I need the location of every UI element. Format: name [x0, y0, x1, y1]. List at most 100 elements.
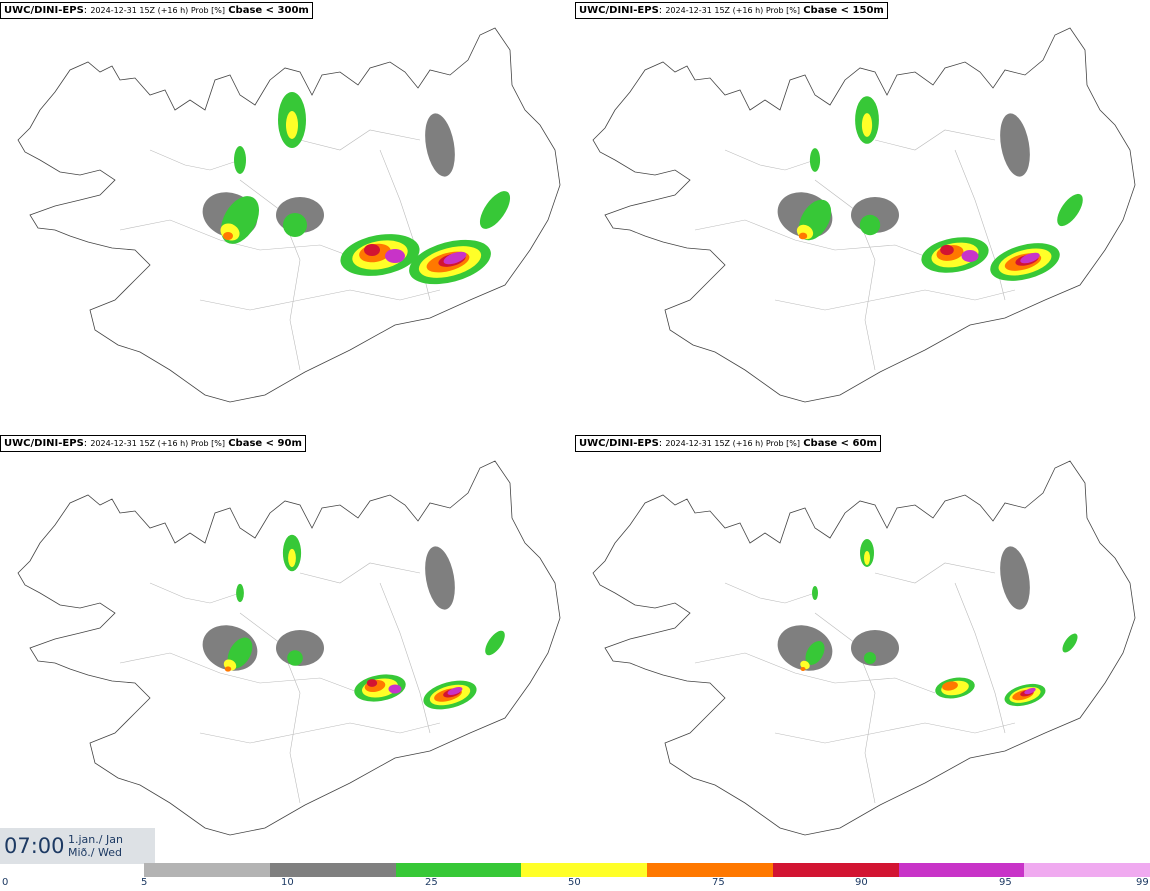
probability-blob	[366, 679, 378, 687]
probability-fields-2	[777, 96, 1083, 281]
scale-tick-10: 10	[281, 877, 294, 888]
probability-blob	[443, 251, 467, 265]
region-boundary	[299, 129, 421, 151]
scale-tick-90: 90	[855, 877, 868, 888]
probability-blob	[861, 113, 873, 137]
region-boundary	[694, 219, 936, 261]
iceland-map-3	[17, 460, 561, 836]
region-boundary	[199, 289, 441, 311]
map-panel-3: UWC/DINI-EPS: 2024-12-31 15Z (+16 h) Pro…	[0, 433, 575, 865]
region-boundary	[724, 149, 816, 171]
model-name: UWC/DINI-EPS	[4, 438, 84, 449]
probability-blob	[940, 244, 954, 256]
probability-blob	[223, 232, 233, 240]
region-boundary	[954, 149, 1006, 301]
run-info: 2024-12-31 15Z (+16 h) Prob [%]	[90, 6, 226, 15]
probability-blob	[385, 249, 405, 263]
probability-blob	[288, 548, 296, 568]
region-boundary	[814, 612, 876, 804]
probability-blob	[479, 191, 511, 229]
probability-blob	[1020, 252, 1040, 264]
region-boundary	[694, 652, 936, 694]
probability-blob	[859, 214, 881, 236]
region-boundary	[119, 652, 361, 694]
iceland-map-2	[592, 27, 1136, 403]
probability-blob	[227, 637, 253, 669]
probability-blob	[812, 586, 818, 600]
probability-blob	[364, 244, 380, 256]
region-boundary	[149, 149, 241, 171]
probability-blob	[1000, 113, 1030, 177]
scale-segment-8	[1024, 863, 1150, 877]
probability-blob	[425, 113, 455, 177]
variable-label: Cbase < 60m	[803, 438, 877, 449]
panel-title-2: UWC/DINI-EPS: 2024-12-31 15Z (+16 h) Pro…	[575, 2, 888, 19]
region-boundary	[954, 582, 1006, 734]
region-boundary	[724, 582, 816, 604]
panel-title-3: UWC/DINI-EPS: 2024-12-31 15Z (+16 h) Pro…	[0, 435, 306, 452]
probability-fields-4	[777, 539, 1078, 707]
probability-blob	[942, 681, 958, 691]
map-panel-2: UWC/DINI-EPS: 2024-12-31 15Z (+16 h) Pro…	[575, 0, 1150, 432]
probability-blob	[1000, 546, 1030, 610]
scale-tick-50: 50	[568, 877, 581, 888]
color-scale-bar	[144, 863, 1150, 877]
probability-blob	[234, 146, 246, 174]
probability-blob	[851, 630, 899, 666]
region-boundary	[379, 582, 431, 734]
probability-blob	[283, 213, 307, 237]
variable-label: Cbase < 150m	[803, 5, 884, 16]
probability-blob	[1024, 687, 1036, 695]
probability-blob	[800, 667, 806, 671]
scale-tick-25: 25	[425, 877, 438, 888]
model-name: UWC/DINI-EPS	[4, 5, 84, 16]
probability-blob	[485, 630, 505, 656]
valid-date-line-2: Mið./ Wed	[68, 846, 122, 859]
panel-title-1: UWC/DINI-EPS: 2024-12-31 15Z (+16 h) Pro…	[0, 2, 313, 19]
probability-blob	[287, 650, 303, 666]
panel-title-4: UWC/DINI-EPS: 2024-12-31 15Z (+16 h) Pro…	[575, 435, 881, 452]
scale-tick-75: 75	[712, 877, 725, 888]
probability-blob	[224, 666, 232, 672]
probability-fields-3	[202, 534, 505, 710]
scale-tick-0: 0	[2, 877, 9, 888]
probability-blob	[447, 686, 463, 696]
variable-label: Cbase < 300m	[228, 5, 309, 16]
scale-segment-4	[521, 863, 647, 877]
run-info: 2024-12-31 15Z (+16 h) Prob [%]	[665, 6, 801, 15]
scale-segment-1	[144, 863, 270, 877]
variable-label: Cbase < 90m	[228, 438, 302, 449]
probability-blob	[236, 583, 244, 603]
region-boundary	[119, 219, 361, 261]
region-boundary	[239, 612, 301, 804]
region-boundary	[874, 129, 996, 151]
probability-blob	[1057, 193, 1083, 227]
run-info: 2024-12-31 15Z (+16 h) Prob [%]	[665, 439, 801, 448]
valid-date-line-1: 1.jan./ Jan	[68, 833, 123, 846]
region-boundary	[199, 722, 441, 744]
probability-blob	[961, 250, 979, 262]
scale-segment-3	[395, 863, 522, 877]
valid-time-box: 07:00 1.jan./ Jan Mið./ Wed	[0, 828, 155, 864]
map-panel-1: UWC/DINI-EPS: 2024-12-31 15Z (+16 h) Pro…	[0, 0, 575, 432]
region-boundary	[149, 582, 241, 604]
region-boundary	[299, 562, 421, 584]
scale-segment-5	[647, 863, 773, 877]
valid-date: 1.jan./ Jan Mið./ Wed	[62, 833, 123, 859]
scale-tick-95: 95	[999, 877, 1012, 888]
probability-fields-1	[202, 92, 511, 285]
probability-blob	[864, 551, 870, 565]
probability-blob	[286, 111, 298, 139]
scale-segment-2	[269, 863, 396, 877]
probability-blob	[425, 546, 455, 610]
probability-blob	[864, 652, 876, 664]
probability-blob	[809, 148, 821, 172]
map-panel-4: UWC/DINI-EPS: 2024-12-31 15Z (+16 h) Pro…	[575, 433, 1150, 865]
scale-segment-7	[898, 863, 1025, 877]
valid-time: 07:00	[4, 834, 65, 858]
iceland-map-4	[592, 460, 1136, 836]
model-name: UWC/DINI-EPS	[579, 438, 659, 449]
region-boundary	[774, 722, 1016, 744]
region-boundary	[874, 562, 996, 584]
probability-blob	[1062, 633, 1078, 653]
